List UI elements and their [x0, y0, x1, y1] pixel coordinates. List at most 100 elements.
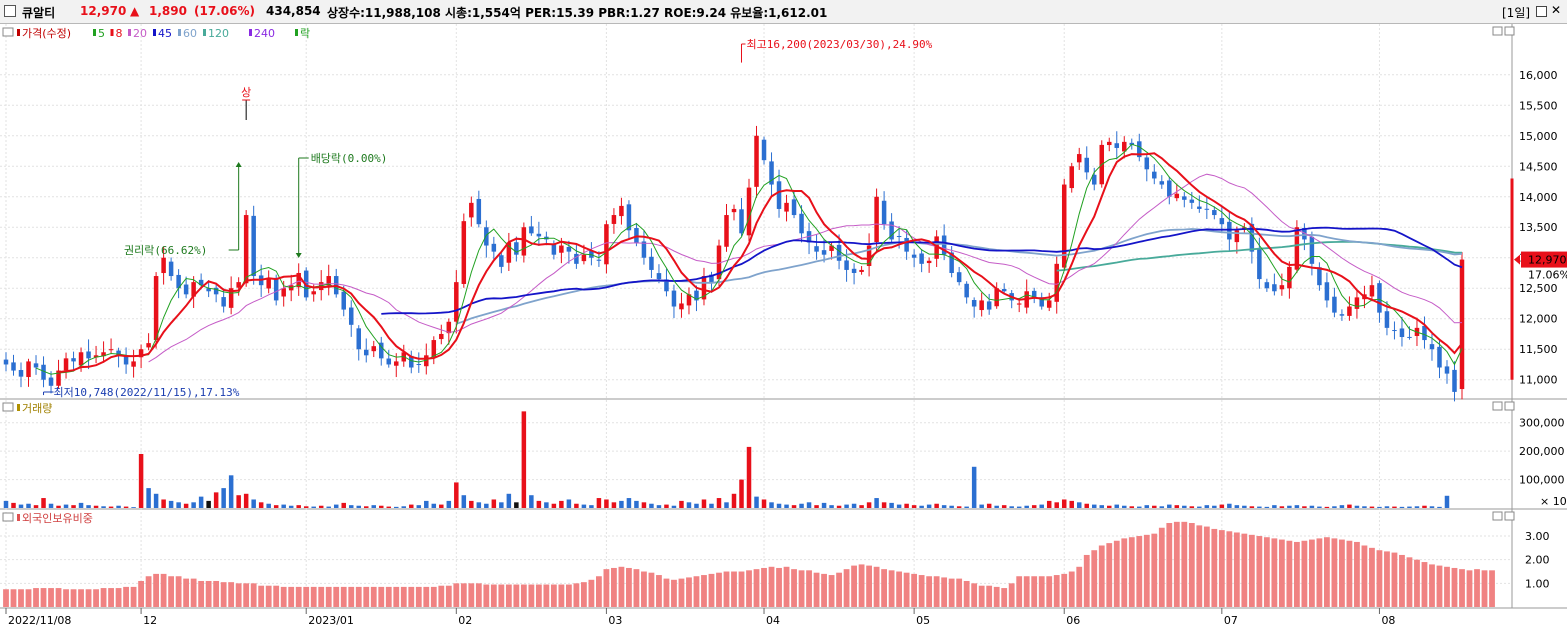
volume-bar [1339, 505, 1345, 508]
volume-bar [273, 505, 279, 508]
maximize-icon[interactable] [1536, 6, 1547, 17]
foreign-holding-bar [1121, 538, 1128, 607]
candlestick [18, 370, 24, 377]
panel-toggle-icon[interactable] [2, 27, 14, 37]
candlestick [941, 235, 947, 255]
panel-close-icon[interactable] [1504, 401, 1515, 411]
period-selector[interactable]: [1일] [1502, 6, 1531, 20]
candlestick [964, 283, 969, 298]
foreign-holding-bar [1023, 576, 1030, 607]
volume-legend: 거래량 [2, 402, 52, 415]
close-icon[interactable]: ✕ [1551, 3, 1562, 17]
panel-maximize-icon[interactable] [1492, 26, 1503, 36]
price-tick-label: 11,000 [1519, 374, 1558, 387]
foreign-holding-bar [761, 567, 767, 607]
candlestick [1234, 230, 1240, 243]
candlestick [566, 246, 572, 252]
candlestick [1324, 282, 1330, 301]
candlestick [926, 260, 932, 264]
volume-bar [589, 505, 594, 508]
volume-bar [1362, 506, 1367, 508]
candlestick [326, 276, 331, 286]
volume-bar [1287, 505, 1292, 508]
annotations: 최고16,200(2023/03/30),24.90% 최저10,748(2022… [43, 38, 933, 399]
volume-bar [1324, 506, 1330, 508]
panel-toggle-icon[interactable] [2, 402, 14, 412]
panel-maximize-icon[interactable] [1492, 511, 1503, 521]
volume-bar [889, 502, 894, 508]
foreign-holding-bar [836, 572, 842, 607]
candlestick [206, 288, 211, 292]
foreign-holding-bar [3, 589, 9, 607]
ma120-line [1056, 240, 1463, 272]
foreign-holding-bar [63, 589, 69, 607]
legend-swatch [249, 29, 252, 36]
volume-bar [93, 505, 99, 508]
volume-bar [1061, 499, 1067, 508]
candlestick [641, 241, 647, 258]
panel-close-icon[interactable] [1504, 511, 1515, 521]
volume-bar [1182, 505, 1187, 508]
volume-bar [604, 499, 609, 508]
candlestick [454, 282, 459, 322]
foreign-holding-bar [325, 586, 332, 607]
panel-toggle-icon[interactable] [2, 512, 14, 522]
stock-selector-checkbox[interactable] [4, 5, 16, 17]
foreign-holding-bar [490, 584, 497, 607]
foreign-holding-bar [513, 584, 520, 607]
candlestick [439, 333, 444, 340]
volume-bar [1076, 502, 1082, 508]
foreign-holding-bar [445, 585, 452, 607]
candlestick [679, 303, 684, 310]
volume-bar [78, 502, 84, 508]
volume-bar [701, 499, 707, 508]
volume-bar [221, 488, 226, 508]
candlestick [243, 215, 249, 284]
legend-label: 가격(수정) [22, 27, 71, 40]
stock-name[interactable]: 큐알티 [22, 6, 56, 20]
foreign-holding-bar [1158, 527, 1165, 607]
volume-bar [536, 500, 542, 508]
candlestick [1204, 208, 1210, 210]
volume-bar [911, 505, 917, 508]
foreign-holding-bar [573, 583, 580, 607]
foreign-holding-bar [175, 576, 182, 607]
volume-bar [971, 466, 977, 508]
volume-tick-label: 100,000 [1519, 474, 1565, 487]
foreign-holding-bar [896, 571, 903, 607]
candlestick [1332, 296, 1337, 313]
candlestick [881, 200, 887, 225]
legend-swatch [153, 29, 156, 36]
panel-maximize-icon[interactable] [1492, 401, 1503, 411]
volume-bar [416, 505, 422, 508]
candlestick [619, 205, 624, 217]
volume-bar [1039, 504, 1044, 508]
foreign-holding-bar [580, 582, 587, 607]
volume-bar [1122, 505, 1127, 508]
volume-bar [566, 499, 572, 508]
panel-close-icon[interactable] [1504, 26, 1515, 36]
foreign-holding-bar [723, 571, 730, 607]
foreign-holding-bar [265, 585, 272, 607]
candlestick [1152, 171, 1157, 179]
time-tick-label: 07 [1224, 614, 1238, 627]
candlestick [1212, 210, 1217, 216]
candlestick [874, 196, 879, 243]
foreign-holding-bar [438, 585, 445, 607]
ma8-line [58, 152, 1463, 374]
volume-bar [829, 505, 834, 508]
foreign-holding-bar [453, 583, 460, 607]
volume-bar [574, 503, 579, 508]
candlestick [514, 242, 519, 255]
chart-header: 큐알티 12,970 ▲ 1,890 (17.06%) 434,854 상장수:… [0, 0, 1567, 24]
candlestick [251, 215, 256, 277]
rights-arrow-icon [235, 162, 242, 167]
foreign-holding-bar [903, 572, 910, 607]
volume-tick-label: 200,000 [1519, 445, 1565, 458]
foreign-holding-bar [228, 582, 235, 607]
volume-bar [409, 504, 414, 508]
candlestick [649, 256, 654, 270]
candlestick [1294, 227, 1300, 270]
volume-bar [1347, 504, 1352, 508]
foreign-holding-bar [460, 583, 467, 607]
